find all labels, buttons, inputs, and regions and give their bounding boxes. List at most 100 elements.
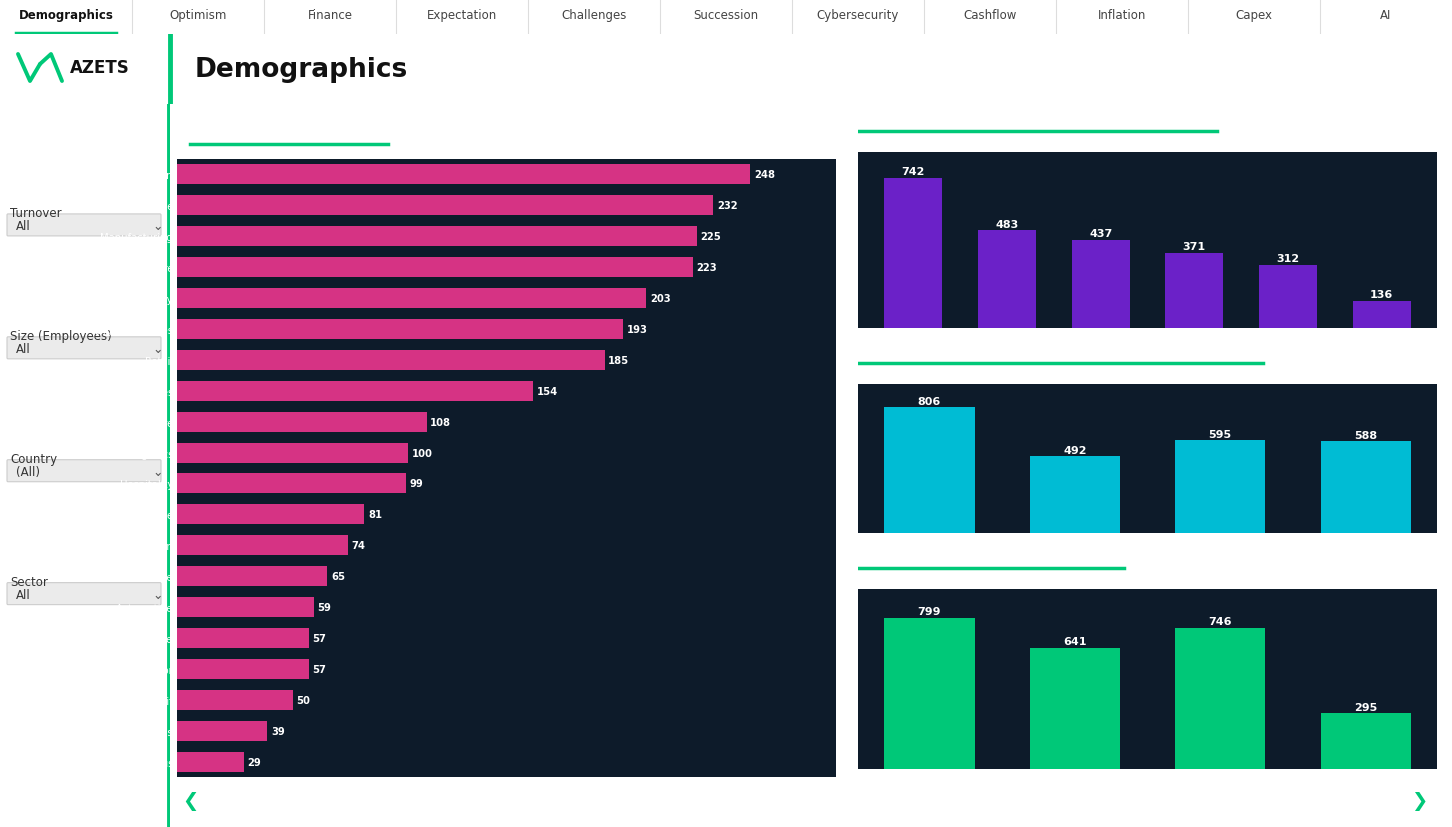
FancyBboxPatch shape [7,583,161,605]
Bar [177,319,623,340]
Text: Cybersecurity: Cybersecurity [817,9,899,22]
Text: Expectation: Expectation [427,9,497,22]
Text: 746: 746 [1208,617,1231,627]
Bar [177,721,267,741]
Text: Optimism: Optimism [170,9,227,22]
Bar [177,659,309,679]
Bar [1072,241,1130,329]
Text: All: All [16,589,30,601]
Text: (All): (All) [16,466,41,479]
Text: 50: 50 [296,695,311,705]
Text: 203: 203 [650,294,671,304]
Text: 799: 799 [918,607,941,617]
Text: 29: 29 [248,757,261,767]
Text: AZETS: AZETS [70,59,129,77]
Bar [177,597,314,617]
Text: 806: 806 [918,396,941,406]
Bar [1175,629,1265,769]
Text: Finance: Finance [308,9,353,22]
Text: All: All [16,220,30,233]
Text: Succession: Succession [694,9,758,22]
Text: 588: 588 [1355,430,1376,440]
Bar [1029,648,1119,769]
Text: ❮: ❮ [182,791,199,810]
Text: 312: 312 [1276,254,1300,264]
Bar [1259,265,1317,329]
Text: Cashflow: Cashflow [963,9,1016,22]
Text: Country: Country [10,452,57,466]
Bar [177,443,408,463]
Text: 108: 108 [430,417,452,427]
Bar [177,690,293,710]
Text: 641: 641 [1063,637,1086,647]
Bar [177,474,407,494]
Text: 185: 185 [608,356,629,366]
Text: 136: 136 [1371,289,1394,299]
Bar [1320,714,1411,769]
Text: 492: 492 [1063,446,1086,456]
Bar [177,381,533,401]
Text: 225: 225 [701,232,722,242]
FancyBboxPatch shape [7,460,161,482]
Text: Demographics: Demographics [195,57,408,83]
Bar [177,412,427,433]
Text: 295: 295 [1353,702,1378,712]
FancyBboxPatch shape [7,337,161,360]
Text: 57: 57 [312,633,327,643]
Bar [177,289,646,308]
Text: Turnover: Turnover [10,207,61,220]
Text: ⌄: ⌄ [152,220,163,233]
Text: 742: 742 [902,167,925,177]
Bar [884,619,974,769]
Text: Capex: Capex [1236,9,1272,22]
Text: Challenges: Challenges [562,9,627,22]
Text: 193: 193 [627,324,648,335]
Text: Sector: Sector [190,118,251,136]
Text: 154: 154 [537,386,558,396]
Text: 223: 223 [696,263,717,273]
Bar [884,179,942,329]
Text: 59: 59 [317,602,331,612]
Text: 595: 595 [1208,429,1231,439]
Text: Employee size: Employee size [858,337,992,356]
Bar [1320,442,1411,533]
Text: 437: 437 [1089,229,1112,239]
Bar [1175,441,1265,533]
Bar [177,752,244,772]
Bar [177,629,309,648]
Text: 100: 100 [412,448,433,458]
Bar [177,165,751,185]
FancyBboxPatch shape [7,215,161,237]
Text: ⌄: ⌄ [152,466,163,479]
Text: Sector: Sector [10,576,48,589]
Text: AI: AI [1381,9,1391,22]
Bar [177,258,693,278]
Text: 65: 65 [331,571,346,581]
Bar [177,504,364,525]
Bar [177,227,697,247]
Bar [177,196,713,216]
Text: ⌄: ⌄ [152,589,163,601]
Text: Demographics: Demographics [19,9,113,22]
Bar [177,351,604,370]
Text: 74: 74 [351,541,366,551]
Text: ❯: ❯ [1411,791,1427,810]
Text: 248: 248 [754,170,775,180]
Text: 99: 99 [409,479,423,489]
Bar [177,566,328,586]
Text: 232: 232 [717,201,738,211]
Text: All: All [16,343,30,356]
Bar [1353,301,1411,329]
Text: 483: 483 [996,219,1019,229]
Text: Turnover: Turnover [858,543,941,561]
Text: Size (Employees): Size (Employees) [10,330,112,343]
Text: ⌄: ⌄ [152,343,163,356]
Text: Base size: 2481: Base size: 2481 [1313,795,1417,807]
Bar [884,408,974,533]
Text: Filters: Norway, Finland, UK, Sweden, Denmark, Ireland: Filters: Norway, Finland, UK, Sweden, De… [200,795,526,807]
Text: Country: Country [858,106,932,123]
Bar [1029,457,1119,533]
Text: 371: 371 [1183,242,1207,252]
Bar [177,536,348,556]
Bar [979,231,1037,329]
